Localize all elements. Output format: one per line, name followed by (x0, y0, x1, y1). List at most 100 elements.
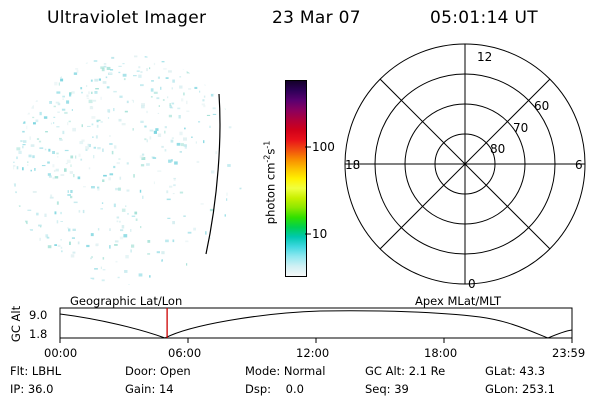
image-pixel (120, 229, 124, 232)
image-pixel (102, 257, 105, 260)
image-pixel (53, 122, 55, 124)
mlt-label-0: 0 (468, 277, 476, 291)
image-pixel (191, 136, 193, 138)
image-pixel (179, 85, 183, 89)
image-pixel (226, 198, 228, 201)
image-pixel (22, 130, 25, 133)
image-pixel (139, 189, 142, 193)
image-pixel (118, 65, 122, 67)
image-pixel (210, 93, 214, 97)
image-pixel (180, 143, 184, 147)
image-pixel (67, 194, 71, 196)
image-pixel (78, 210, 81, 213)
image-pixel (54, 211, 57, 215)
image-pixel (58, 82, 60, 86)
image-pixel (66, 159, 71, 163)
image-pixel (109, 143, 113, 145)
image-pixel (161, 251, 165, 255)
image-pixel (164, 149, 167, 152)
image-pixel (144, 55, 148, 58)
x-tick-1800: 18:00 (424, 346, 458, 360)
image-pixel (224, 107, 227, 110)
image-pixel (161, 145, 164, 148)
image-pixel (13, 161, 15, 163)
mlat-label-70: 70 (513, 121, 528, 135)
image-pixel (183, 92, 185, 96)
image-pixel (186, 68, 190, 70)
image-pixel (111, 150, 114, 155)
image-pixel (101, 67, 105, 72)
image-pixel (90, 257, 93, 260)
image-pixel (44, 213, 47, 217)
image-pixel (13, 183, 16, 187)
info-mode: Mode: Normal (245, 364, 326, 378)
image-pixel (87, 143, 90, 146)
image-pixel (165, 77, 169, 79)
image-pixel (62, 95, 65, 98)
gc-alt-axis-label: GC Alt (9, 305, 24, 343)
image-pixel (151, 80, 154, 82)
image-pixel (69, 171, 73, 174)
image-pixel (15, 202, 18, 204)
image-pixel (59, 139, 63, 141)
image-pixel (108, 72, 112, 75)
image-pixel (36, 212, 39, 216)
image-pixel (92, 136, 94, 138)
terminator-line (205, 93, 221, 255)
image-pixel (103, 174, 107, 177)
image-pixel (160, 86, 162, 90)
image-pixel (135, 218, 138, 221)
image-pixel (59, 137, 62, 140)
image-pixel (119, 176, 122, 180)
image-pixel (88, 144, 91, 148)
image-pixel (88, 167, 91, 170)
colorbar-tick-mark-10 (305, 233, 311, 235)
image-pixel (146, 139, 148, 143)
image-pixel (54, 244, 57, 246)
image-pixel (52, 164, 55, 168)
image-pixel (97, 147, 101, 150)
image-pixel (55, 168, 59, 172)
mlat-label-80: 80 (490, 142, 505, 156)
image-pixel (49, 258, 52, 260)
image-pixel (140, 71, 143, 73)
image-pixel (171, 137, 174, 139)
colorbar-tick-100: 100 (312, 140, 335, 154)
image-pixel (125, 255, 129, 259)
image-pixel (179, 131, 183, 136)
image-pixel (81, 139, 85, 142)
image-pixel (130, 249, 132, 253)
mlt-label-12: 12 (477, 50, 492, 64)
image-pixel (170, 139, 174, 143)
alt-value-low: 1.8 (29, 327, 48, 341)
image-pixel (57, 156, 59, 158)
image-pixel (119, 236, 124, 240)
image-pixel (45, 131, 48, 133)
image-pixel (81, 91, 83, 94)
image-pixel (172, 239, 175, 243)
image-pixel (173, 177, 176, 180)
image-pixel (212, 107, 216, 110)
x-tick-0600: 06:00 (168, 346, 202, 360)
image-pixel (57, 244, 61, 247)
image-pixel (109, 245, 111, 249)
image-pixel (97, 228, 100, 231)
image-pixel (39, 237, 41, 241)
image-pixel (195, 141, 197, 144)
image-pixel (116, 216, 120, 219)
image-pixel (86, 85, 88, 87)
image-pixel (147, 253, 151, 255)
image-pixel (16, 147, 21, 151)
image-pixel (70, 254, 75, 258)
image-pixel (16, 156, 18, 160)
image-pixel (47, 245, 52, 249)
image-pixel (176, 142, 181, 146)
image-pixel (70, 190, 73, 193)
image-pixel (62, 130, 65, 135)
geographic-title: Geographic Lat/Lon (70, 294, 183, 308)
image-pixel (36, 138, 40, 140)
image-pixel (110, 69, 114, 71)
image-pixel (32, 155, 35, 159)
image-pixel (181, 98, 184, 102)
image-pixel (69, 241, 71, 245)
